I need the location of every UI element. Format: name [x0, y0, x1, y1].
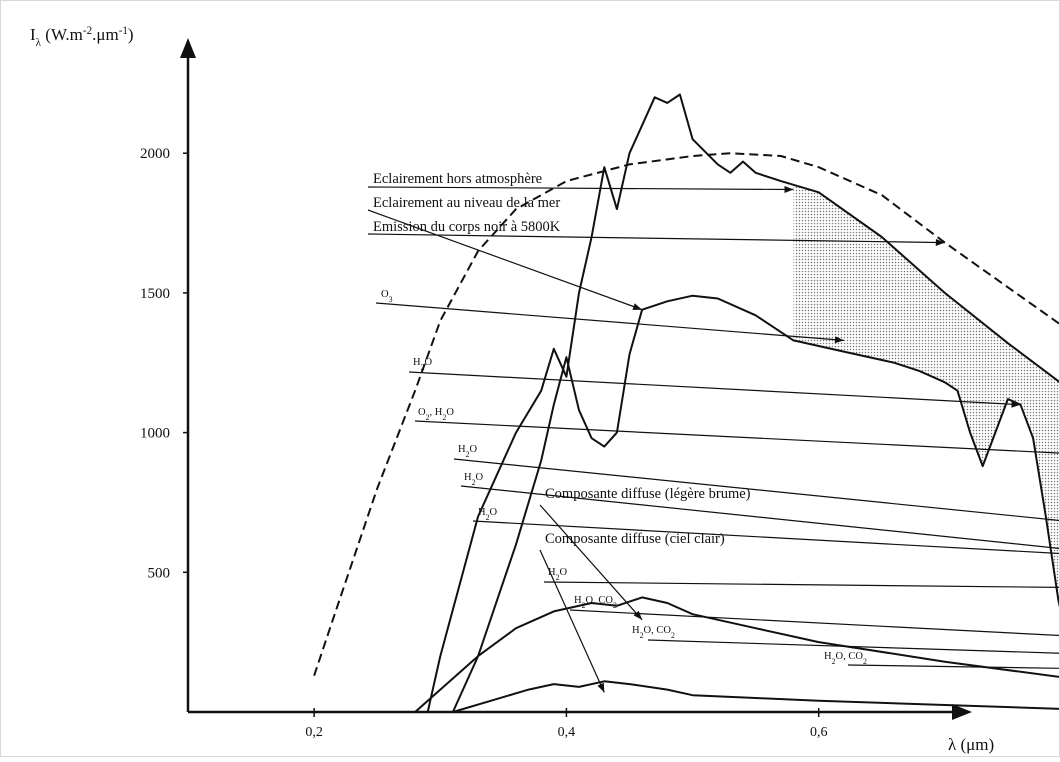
solar-spectrum-figure: 0,20,40,60,81,01,21,41,61,82,02,22,42,62… — [0, 0, 1060, 757]
figure-frame — [0, 0, 1060, 757]
